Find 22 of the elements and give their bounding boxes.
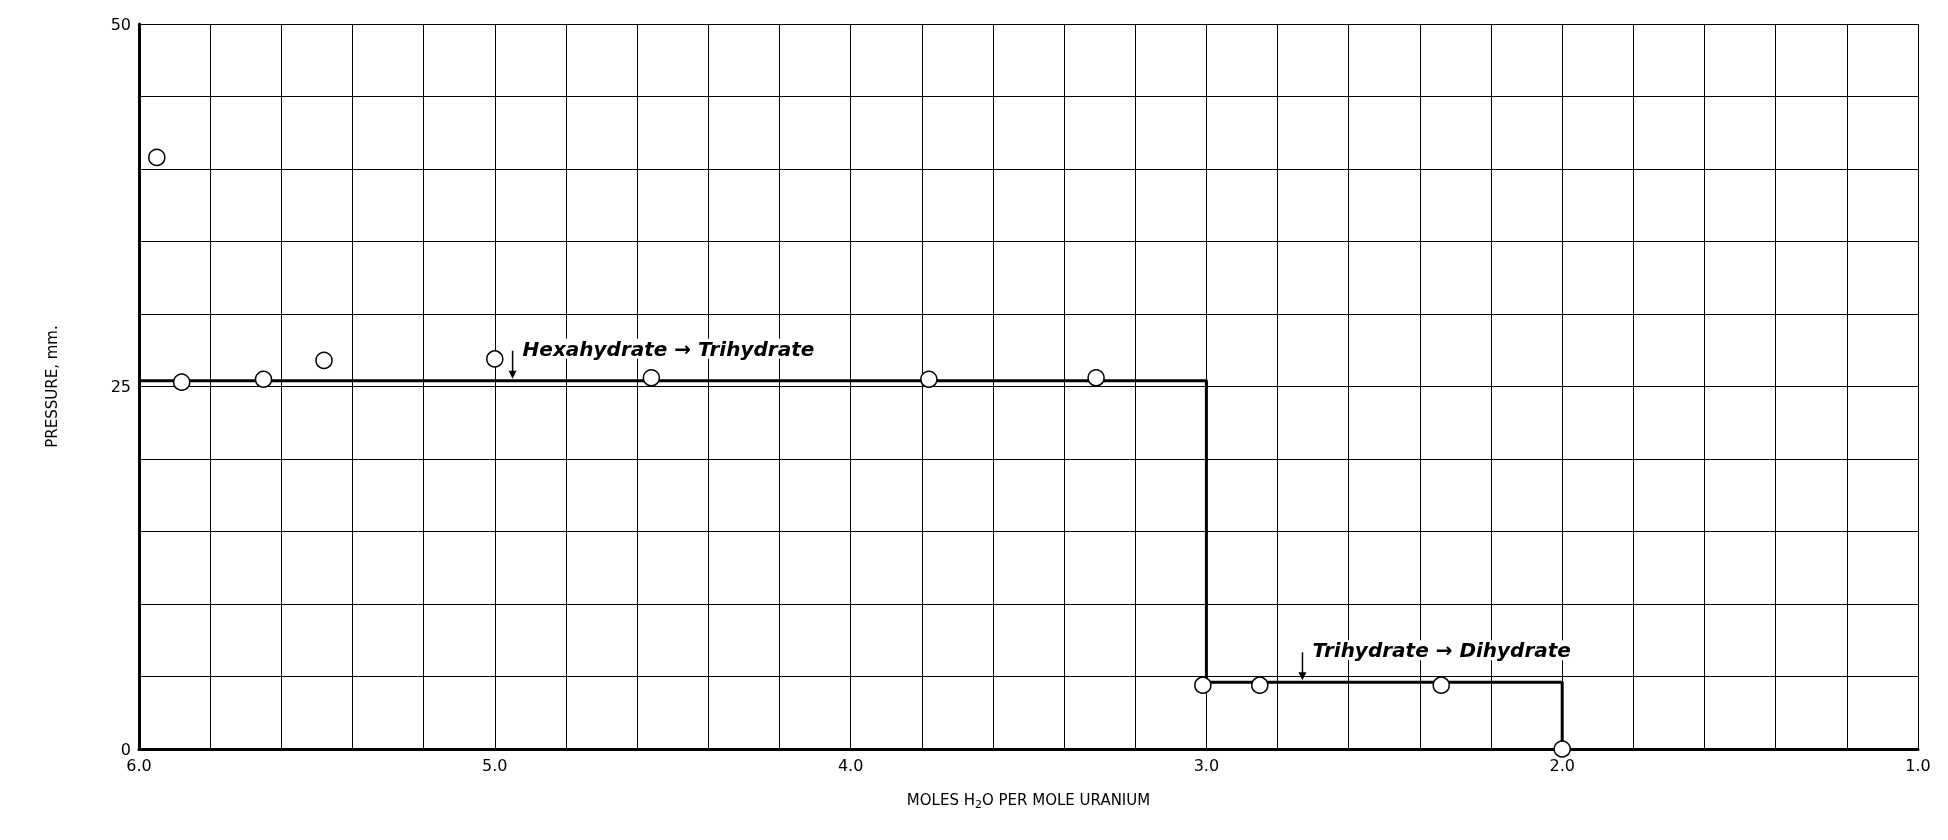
y-tick-label: 50 <box>110 14 131 34</box>
annotation: Hexahydrate → Trihydrate <box>522 336 815 361</box>
y-axis-title: PRESSURE, mm. <box>42 325 61 448</box>
annotation: Trihydrate → Dihydrate <box>1312 638 1571 663</box>
point <box>1553 740 1571 758</box>
point <box>1432 676 1450 694</box>
point <box>1251 676 1269 694</box>
point <box>315 351 333 370</box>
x-tick-label: 1.0 <box>1905 755 1931 775</box>
point <box>254 370 273 388</box>
point <box>642 369 661 387</box>
point <box>1194 676 1212 694</box>
x-tick-label: 4.0 <box>837 755 864 775</box>
x-tick-label: 5.0 <box>482 755 508 775</box>
point <box>486 350 504 368</box>
y-tick-label: 25 <box>110 377 131 396</box>
point <box>172 373 191 391</box>
point <box>148 148 166 167</box>
x-tick-label: 3.0 <box>1193 755 1220 775</box>
point <box>920 370 938 388</box>
x-tick-label: 2.0 <box>1549 755 1575 775</box>
point <box>1087 369 1105 387</box>
